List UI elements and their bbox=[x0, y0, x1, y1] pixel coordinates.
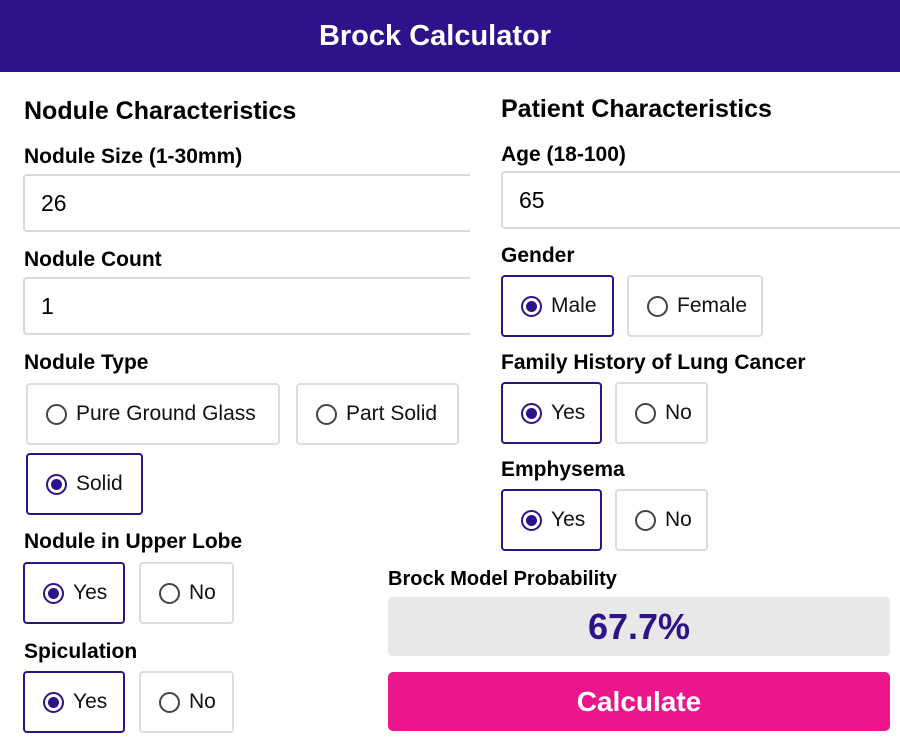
upper-lobe-label: Nodule in Upper Lobe bbox=[24, 530, 243, 553]
radio-unchecked-icon bbox=[635, 402, 656, 424]
radio-label: No bbox=[189, 581, 216, 604]
family-history-label: Family History of Lung Cancer bbox=[501, 351, 806, 374]
radio-label: Female bbox=[677, 294, 748, 317]
radio-label: Yes bbox=[73, 581, 108, 604]
gender-label: Gender bbox=[501, 244, 575, 267]
radio-upper-lobe-no[interactable]: No bbox=[139, 562, 234, 624]
probability-value-box: 67.7% bbox=[388, 597, 890, 656]
radio-unchecked-icon bbox=[159, 691, 180, 713]
probability-label: Brock Model Probability bbox=[388, 568, 617, 590]
radio-pure-ground-glass[interactable]: Pure Ground Glass bbox=[26, 383, 280, 445]
radio-label: No bbox=[189, 690, 216, 713]
radio-checked-icon bbox=[43, 582, 64, 604]
emphysema-label: Emphysema bbox=[501, 458, 625, 481]
radio-label: No bbox=[665, 401, 692, 424]
radio-checked-icon bbox=[521, 402, 542, 424]
age-input[interactable] bbox=[501, 171, 900, 229]
radio-label: Yes bbox=[73, 690, 108, 713]
radio-label: Pure Ground Glass bbox=[76, 402, 256, 425]
age-label: Age (18-100) bbox=[501, 143, 626, 166]
patient-section-title: Patient Characteristics bbox=[501, 95, 772, 123]
radio-checked-icon bbox=[46, 473, 67, 495]
radio-unchecked-icon bbox=[316, 403, 337, 425]
radio-gender-male[interactable]: Male bbox=[501, 275, 614, 337]
radio-solid[interactable]: Solid bbox=[26, 453, 143, 515]
nodule-count-input[interactable] bbox=[23, 277, 470, 335]
radio-label: Male bbox=[551, 294, 597, 317]
radio-label: Solid bbox=[76, 472, 123, 495]
probability-value: 67.7% bbox=[587, 605, 691, 647]
nodule-count-label: Nodule Count bbox=[24, 248, 162, 271]
radio-checked-icon bbox=[521, 509, 542, 531]
radio-checked-icon bbox=[43, 691, 64, 713]
calculate-button[interactable]: Calculate bbox=[388, 672, 890, 731]
radio-emphysema-no[interactable]: No bbox=[615, 489, 708, 551]
nodule-section-title: Nodule Characteristics bbox=[24, 97, 297, 125]
app-header: Brock Calculator bbox=[0, 0, 900, 72]
nodule-size-input[interactable] bbox=[23, 174, 470, 232]
radio-unchecked-icon bbox=[647, 295, 668, 317]
radio-unchecked-icon bbox=[46, 403, 67, 425]
radio-unchecked-icon bbox=[635, 509, 656, 531]
radio-label: Yes bbox=[551, 508, 586, 531]
radio-gender-female[interactable]: Female bbox=[627, 275, 763, 337]
radio-spiculation-yes[interactable]: Yes bbox=[23, 671, 125, 733]
radio-part-solid[interactable]: Part Solid bbox=[296, 383, 459, 445]
radio-checked-icon bbox=[521, 295, 542, 317]
spiculation-label: Spiculation bbox=[24, 640, 138, 663]
radio-upper-lobe-yes[interactable]: Yes bbox=[23, 562, 125, 624]
app-title: Brock Calculator bbox=[318, 19, 552, 52]
radio-family-history-no[interactable]: No bbox=[615, 382, 708, 444]
radio-label: Yes bbox=[551, 401, 586, 424]
nodule-type-label: Nodule Type bbox=[24, 351, 149, 374]
nodule-size-label: Nodule Size (1-30mm) bbox=[24, 145, 243, 168]
radio-label: No bbox=[665, 508, 692, 531]
radio-label: Part Solid bbox=[346, 402, 438, 425]
radio-unchecked-icon bbox=[159, 582, 180, 604]
radio-family-history-yes[interactable]: Yes bbox=[501, 382, 602, 444]
radio-emphysema-yes[interactable]: Yes bbox=[501, 489, 602, 551]
radio-spiculation-no[interactable]: No bbox=[139, 671, 234, 733]
